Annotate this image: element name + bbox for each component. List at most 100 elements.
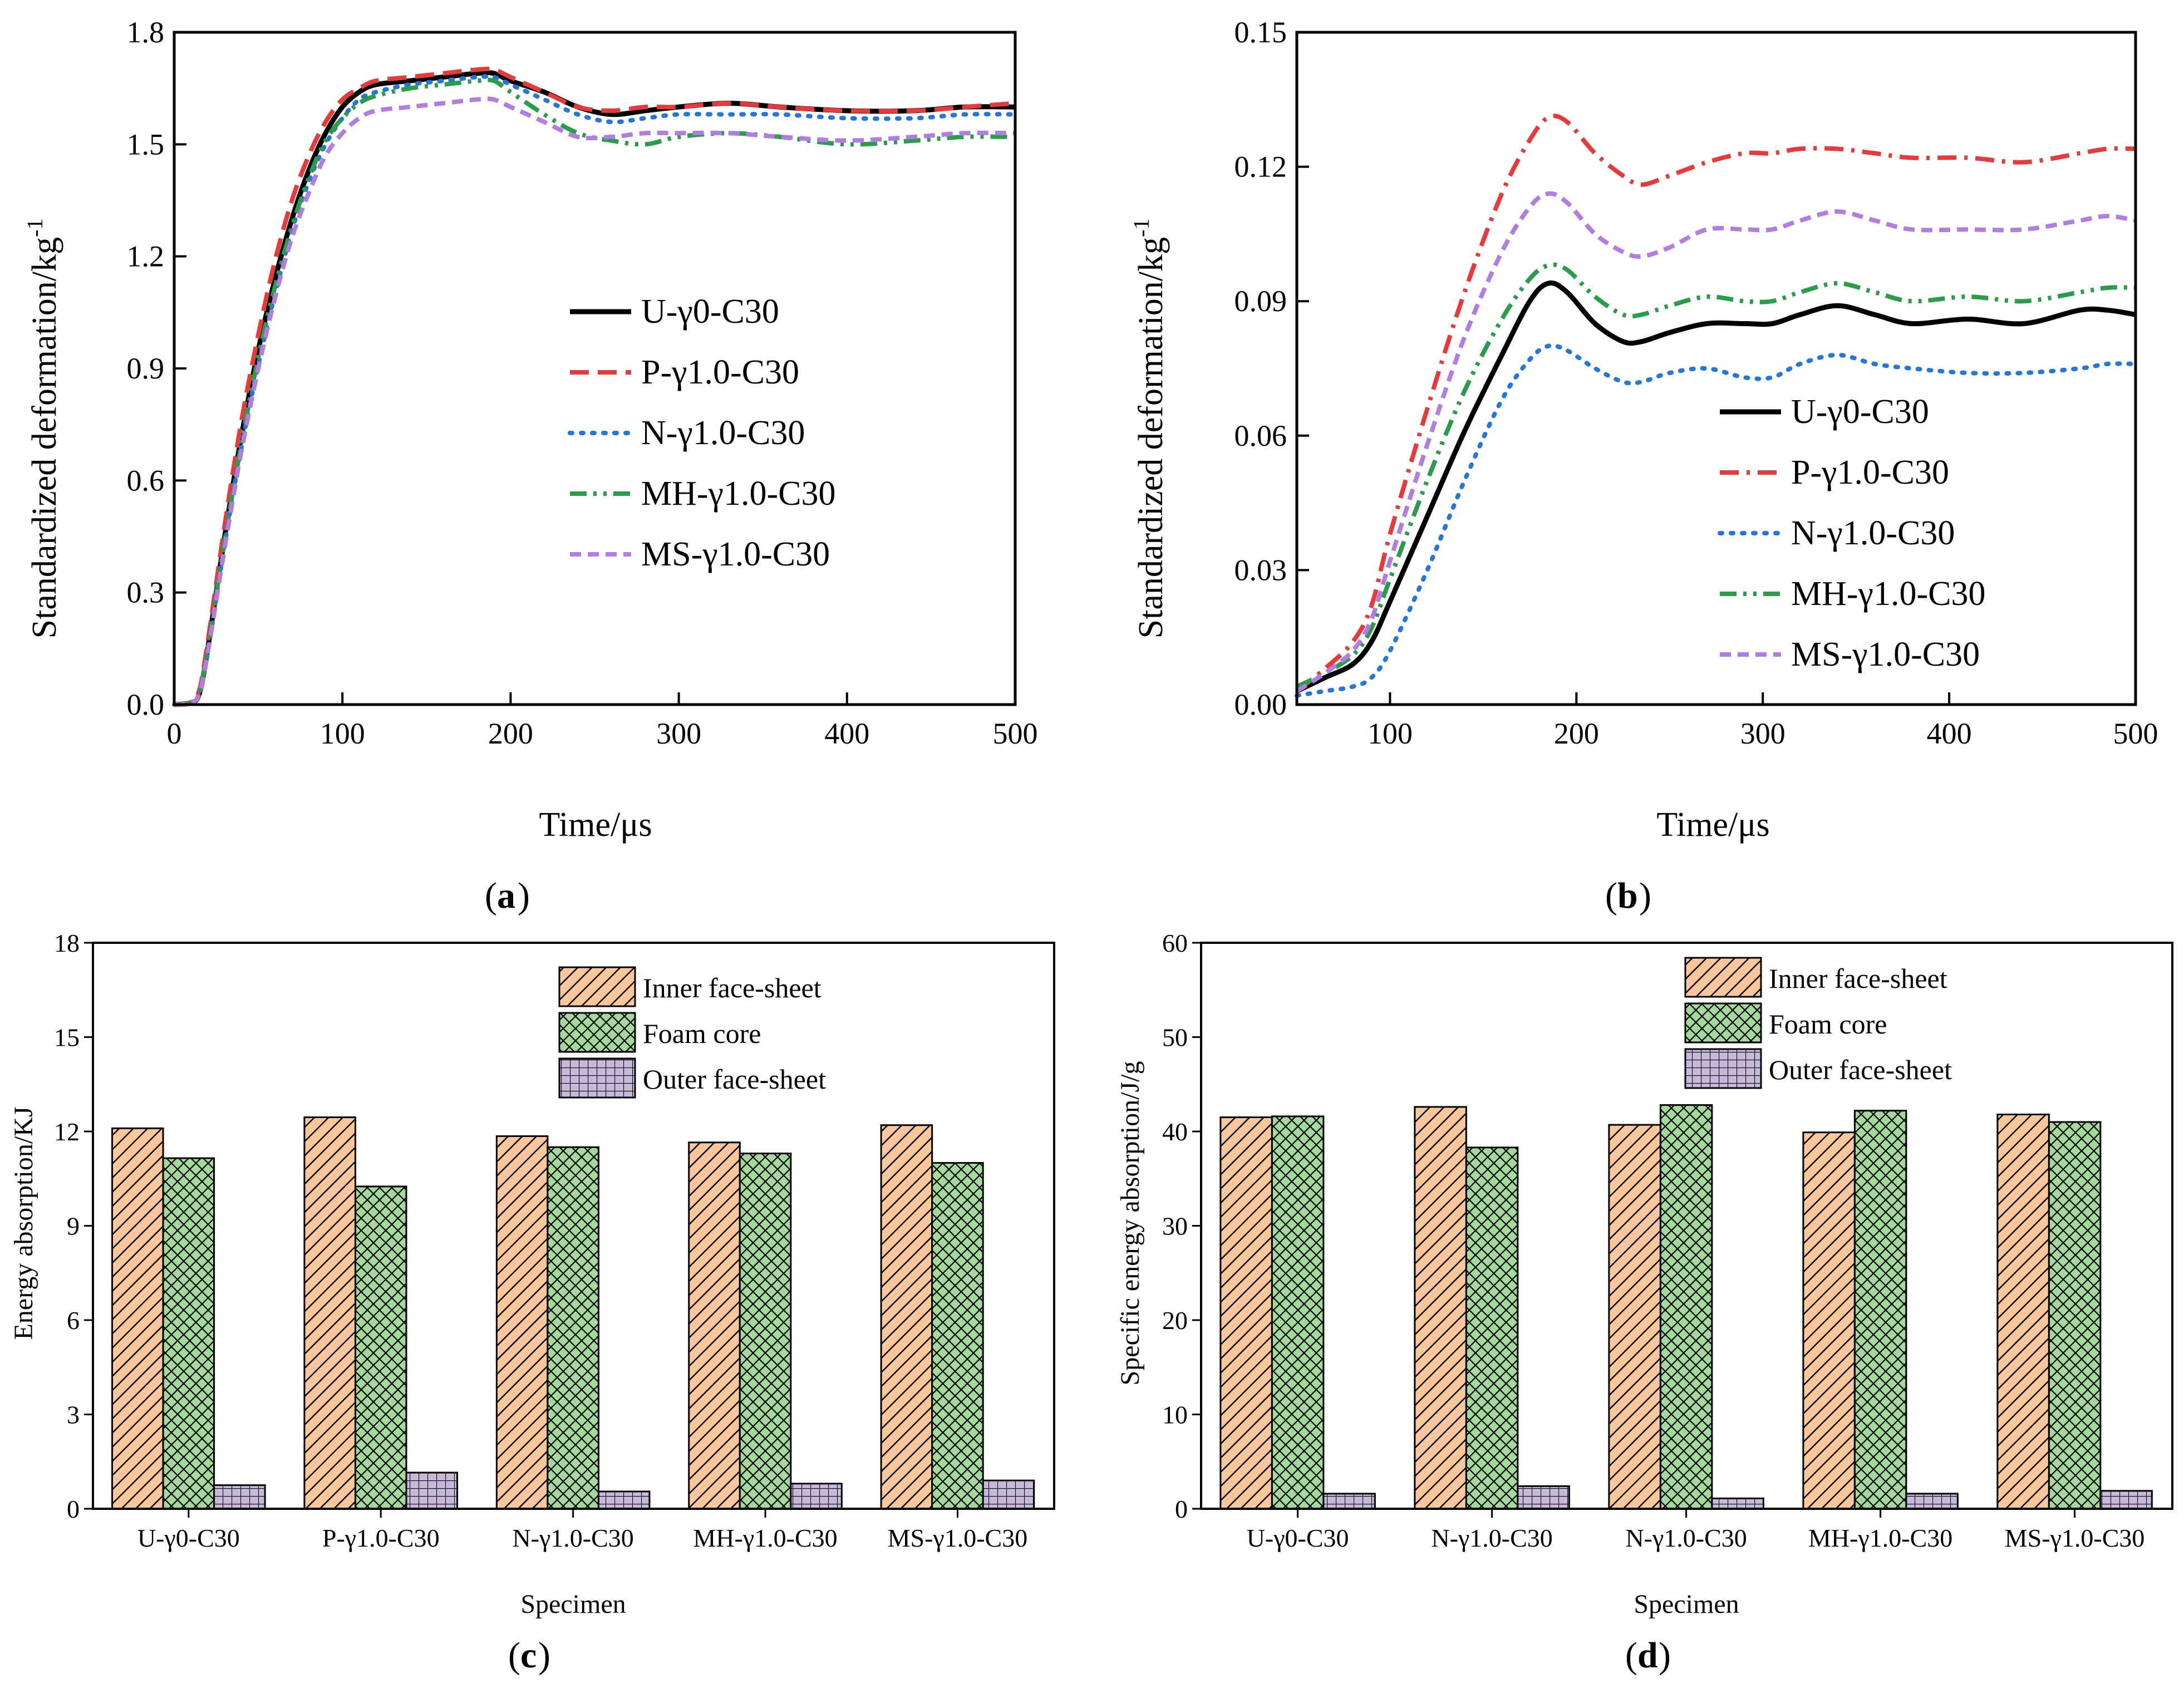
panel-d-caption-open: ( <box>1625 1635 1637 1676</box>
panel-d-legend-label-3: Outer face-sheet <box>1769 1054 1952 1085</box>
panel-a-caption-open: ( <box>485 875 497 916</box>
panel-a-legend-label-2: P-γ1.0-C30 <box>641 353 799 391</box>
panel-a-plot-frame <box>173 31 1017 706</box>
panel-b-legend-label-3: N-γ1.0-C30 <box>1791 514 1955 552</box>
panel-d-bar-chart: Inner face-sheet Foam core Outer face-shee… <box>1115 929 2173 1676</box>
panel-b-series-line-1 <box>1296 280 2136 693</box>
panel-c-bar-chart: Inner face-sheet Foam core Outer face-shee… <box>9 929 1055 1676</box>
panel-d-ytick-label-5: 40 <box>1162 1118 1188 1146</box>
panel-c-bar-1-3 <box>213 1484 266 1510</box>
panel-b-series-line-3 <box>1295 343 2138 698</box>
panel-d-category-label-4: MH-γ1.0-C30 <box>1808 1524 1952 1552</box>
panel-d-ytick-label-3: 20 <box>1162 1306 1188 1335</box>
panel-a-series-line-5 <box>174 96 1016 707</box>
panel-a-caption-letter: a <box>497 875 515 916</box>
panel-c-legend-label-1: Inner face-sheet <box>643 972 822 1003</box>
panel-c-category-label-1: U-γ0-C30 <box>137 1524 240 1552</box>
panel-c-bar-4-2 <box>739 1153 792 1510</box>
panel-a-ytick-label-1: 0.0 <box>127 688 165 721</box>
panel-b-xtick-label-5: 500 <box>2113 717 2158 750</box>
panel-a-caption-close: ) <box>518 875 530 916</box>
panel-d-bar-3-2 <box>1659 1104 1713 1510</box>
panel-d-bar-2-3 <box>1517 1485 1570 1510</box>
panel-d-bar-4-2 <box>1853 1110 1907 1510</box>
panel-b-ytick-label-6: 0.15 <box>1234 16 1287 49</box>
panel-c-ytick-label-4: 9 <box>67 1212 80 1241</box>
panel-d-bar-1-2 <box>1271 1115 1325 1510</box>
panel-a-legend-label-4: MH-γ1.0-C30 <box>641 475 835 513</box>
panel-c-category-label-3: N-γ1.0-C30 <box>512 1524 633 1552</box>
panel-a-line-chart: U-γ0-C30 P-γ1.0-C30 N-γ1.0-C30 MH-γ1.0-C30 M… <box>22 16 1038 916</box>
panel-a-series-line-2 <box>174 66 1016 707</box>
panel-c-bar-5-3 <box>982 1479 1035 1510</box>
panel-d-legend-label-2: Foam core <box>1769 1008 1887 1040</box>
panel-b-ylabel-main: Standardized deformation/kg <box>1132 237 1170 638</box>
panel-b-xtick-label-1: 100 <box>1368 717 1413 750</box>
panel-b-caption-open: ( <box>1605 875 1617 916</box>
panel-b-ytick-label-5: 0.12 <box>1234 150 1287 184</box>
panel-d-bar-1-1 <box>1219 1116 1273 1510</box>
panel-c-bar-5-2 <box>931 1162 984 1510</box>
panel-d-legend-label-1: Inner face-sheet <box>1769 963 1947 994</box>
panel-d-bar-3-1 <box>1608 1124 1661 1510</box>
panel-c-ylabel: Energy absorption/KJ <box>9 1106 38 1340</box>
panel-d-legend-swatch-3 <box>1684 1048 1762 1089</box>
panel-d-bar-2-1 <box>1414 1106 1467 1510</box>
panel-a-series-line-4 <box>174 77 1016 707</box>
panel-d-ylabel: Specific energy absorption/J/g <box>1115 1061 1145 1386</box>
panel-c-bar-2-2 <box>354 1185 407 1510</box>
panel-d-ytick-label-1: 0 <box>1175 1495 1188 1523</box>
panel-b-line-chart: U-γ0-C30 P-γ1.0-C30 N-γ1.0-C30 MH-γ1.0-C30 M… <box>1129 16 2158 916</box>
panel-b-legend-label-4: MH-γ1.0-C30 <box>1791 575 1985 613</box>
panel-a-ytick-label-2: 0.3 <box>127 576 165 609</box>
panel-c-bar-3-3 <box>597 1490 651 1510</box>
panel-c-legend-label-3: Outer face-sheet <box>643 1064 826 1095</box>
panel-b-legend-label-5: MS-γ1.0-C30 <box>1791 636 1980 673</box>
panel-c-caption-open: ( <box>508 1635 520 1676</box>
panel-a-ytick-label-7: 1.8 <box>127 16 165 49</box>
panel-a-ytick-label-6: 1.5 <box>127 127 165 161</box>
panel-c-bar-4-3 <box>790 1483 843 1510</box>
panel-b-caption-letter: b <box>1617 875 1638 916</box>
panel-b-ylabel: Standardized deformation/kg-1 <box>1129 219 1170 639</box>
panel-c-bar-2-3 <box>405 1471 459 1510</box>
panel-b-caption-close: ) <box>1639 875 1651 916</box>
panel-d-caption-letter: d <box>1637 1635 1658 1676</box>
panel-c-category-label-4: MH-γ1.0-C30 <box>693 1524 837 1552</box>
panel-a-xtick-label-4: 300 <box>656 717 701 750</box>
panel-c-ytick-label-6: 15 <box>54 1023 80 1052</box>
panel-c-caption-close: ) <box>538 1635 550 1676</box>
panel-b-ylabel-sup: -1 <box>1129 219 1154 237</box>
panel-a-xtick-label-3: 200 <box>488 717 533 750</box>
panel-b-plot-frame <box>1295 31 2137 706</box>
panel-b-legend-label-2: P-γ1.0-C30 <box>1791 454 1949 491</box>
panel-c-legend-swatch-2 <box>558 1012 636 1053</box>
panel-d-bar-5-2 <box>2048 1121 2102 1510</box>
panel-d-xlabel: Specimen <box>1634 1589 1739 1619</box>
panel-d-ytick-label-6: 50 <box>1162 1023 1188 1052</box>
panel-a-xtick-label-2: 100 <box>320 717 365 750</box>
panel-a-ylabel-sup: -1 <box>22 219 47 237</box>
panel-a-xtick-label-1: 0 <box>167 717 182 750</box>
panel-a-xtick-label-6: 500 <box>993 717 1038 750</box>
panel-d-bar-5-1 <box>1996 1113 2050 1510</box>
panel-d-legend-swatch-1 <box>1684 957 1762 998</box>
panel-d-category-label-2: N-γ1.0-C30 <box>1431 1524 1552 1552</box>
panel-c-category-label-2: P-γ1.0-C30 <box>322 1524 440 1552</box>
panel-d-bar-4-1 <box>1802 1131 1856 1510</box>
panel-c-ytick-label-3: 6 <box>67 1306 80 1335</box>
panel-d-ytick-label-2: 10 <box>1162 1401 1188 1429</box>
panel-d-bar-5-3 <box>2099 1490 2153 1510</box>
panel-c-legend-swatch-1 <box>558 966 636 1007</box>
panel-a-ytick-label-5: 1.2 <box>127 240 165 273</box>
panel-d-bar-2-2 <box>1465 1146 1519 1510</box>
panel-a-ylabel-main: Standardized deformation/kg <box>26 237 63 638</box>
panel-b-ytick-label-3: 0.06 <box>1234 419 1287 452</box>
panel-d-category-label-3: N-γ1.0-C30 <box>1625 1524 1747 1552</box>
panel-c-bar-5-1 <box>880 1124 933 1510</box>
panel-c-bar-1-1 <box>111 1127 164 1510</box>
panel-a-ytick-label-3: 0.6 <box>127 464 165 497</box>
panel-a-series-line-1 <box>174 70 1016 707</box>
panel-a-legend-label-5: MS-γ1.0-C30 <box>641 535 830 573</box>
